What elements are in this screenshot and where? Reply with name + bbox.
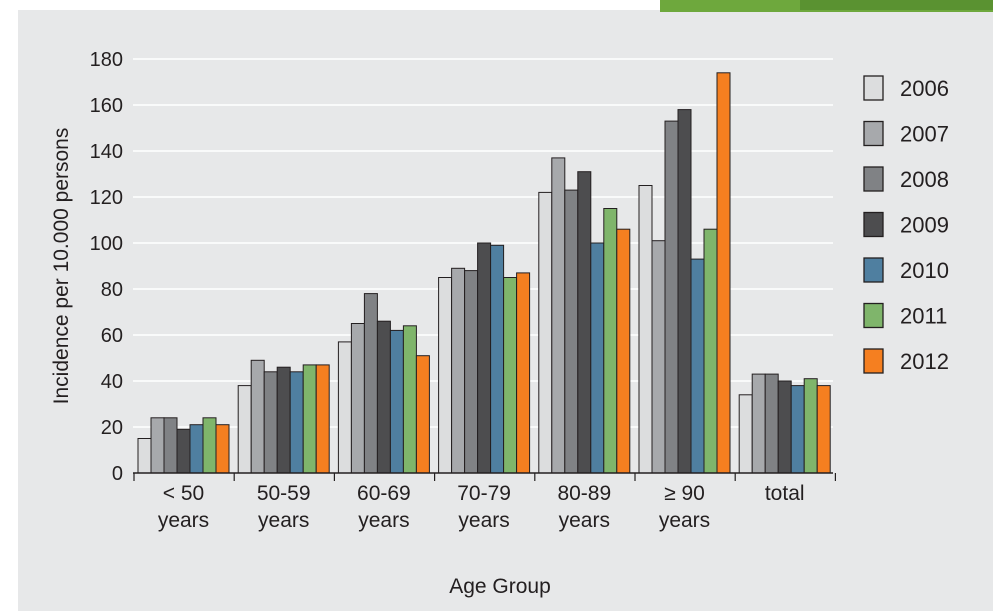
legend-swatch-2012 <box>863 348 884 374</box>
legend-label: 2010 <box>900 258 949 283</box>
bar-2012-cat-4 <box>616 228 631 474</box>
x-category-label: total <box>765 482 805 505</box>
bar-2009-cat-6 <box>777 380 792 474</box>
bar-2012-cat-6 <box>816 385 831 474</box>
y-tick-label: 40 <box>101 371 123 393</box>
bar-2009-cat-5 <box>677 109 692 474</box>
bar-2009-cat-2 <box>376 320 391 474</box>
bar-2008-cat-1 <box>263 371 278 474</box>
bar-2012-cat-0 <box>215 424 230 474</box>
bar-2011-cat-2 <box>402 325 417 474</box>
legend: 2006 2007 2008 2009 2010 2011 2012 <box>863 75 949 374</box>
x-category-label: 60-69 <box>357 482 411 505</box>
y-axis-title: Incidence per 10.000 persons <box>50 128 73 405</box>
bar-2012-cat-2 <box>415 355 430 474</box>
bar-2008-cat-6 <box>764 373 779 474</box>
bar-2011-cat-1 <box>302 364 317 474</box>
x-category-label: years <box>659 509 710 532</box>
legend-label: 2008 <box>900 167 949 192</box>
bar-2010-cat-1 <box>289 371 304 474</box>
bar-2006-cat-4 <box>538 191 553 474</box>
bar-2007-cat-2 <box>350 323 365 474</box>
bar-2007-cat-6 <box>751 373 766 474</box>
bar-2010-cat-2 <box>389 329 404 474</box>
x-category-labels: < 50 years 50-59 years 60-69 years 70-79 years 8… <box>158 482 805 532</box>
axes <box>133 472 837 481</box>
bar-2011-cat-3 <box>503 277 518 474</box>
y-tick-label: 100 <box>90 233 123 255</box>
bar-2012-cat-3 <box>516 272 531 474</box>
bar-2007-cat-3 <box>451 267 466 474</box>
bar-2011-cat-6 <box>803 378 818 474</box>
x-category-label: years <box>158 509 209 532</box>
bar-2006-cat-5 <box>638 185 653 474</box>
legend-label: 2007 <box>900 122 949 147</box>
legend-swatch-2010 <box>863 257 884 283</box>
legend-label: 2011 <box>900 304 947 329</box>
x-category-label: years <box>258 509 309 532</box>
x-axis-title: Age Group <box>449 575 551 598</box>
y-tick-label: 140 <box>90 141 123 163</box>
legend-label: 2006 <box>900 76 949 101</box>
bar-2007-cat-4 <box>551 157 566 474</box>
bar-2009-cat-4 <box>577 171 592 474</box>
x-category-label: ≥ 90 <box>664 482 705 505</box>
x-category-label: < 50 <box>163 482 204 505</box>
bar-2012-cat-1 <box>315 364 330 474</box>
bar-2011-cat-5 <box>703 228 718 474</box>
bar-2010-cat-3 <box>490 244 505 474</box>
legend-swatch-2011 <box>863 302 884 329</box>
bar-2011-cat-0 <box>202 417 217 474</box>
corner-decoration-dark <box>800 0 993 10</box>
y-tick-label: 180 <box>90 49 123 71</box>
y-tick-label: 60 <box>101 325 123 347</box>
x-category-label: years <box>358 509 409 532</box>
x-category-label: 80-89 <box>557 482 611 505</box>
bar-2009-cat-0 <box>176 428 191 474</box>
bar-2012-cat-5 <box>716 72 731 474</box>
x-category-label: 50-59 <box>257 482 311 505</box>
legend-label: 2012 <box>900 349 949 374</box>
legend-swatch-2006 <box>863 75 884 101</box>
x-category-label: years <box>559 509 610 532</box>
bar-2006-cat-6 <box>738 394 753 474</box>
y-tick-labels: 0 20 40 60 80 100 120 140 160 180 <box>90 49 123 485</box>
bar-2007-cat-5 <box>651 240 666 474</box>
bar-2008-cat-2 <box>363 293 378 474</box>
y-tick-label: 0 <box>112 463 123 485</box>
bar-2006-cat-3 <box>438 277 453 474</box>
bar-2008-cat-0 <box>163 417 178 474</box>
bar-2010-cat-4 <box>590 242 605 474</box>
legend-swatch-2008 <box>863 166 884 192</box>
bar-2010-cat-6 <box>790 385 805 474</box>
bar-2010-cat-5 <box>690 258 705 474</box>
bar-2006-cat-0 <box>137 438 152 474</box>
bar-2010-cat-0 <box>189 424 204 474</box>
y-tick-label: 80 <box>101 279 123 301</box>
x-category-label: years <box>458 509 509 532</box>
bar-2007-cat-0 <box>150 417 165 474</box>
bar-2009-cat-3 <box>477 242 492 474</box>
legend-swatch-2007 <box>863 120 884 147</box>
bar-2006-cat-1 <box>237 385 252 474</box>
y-tick-label: 120 <box>90 187 123 209</box>
x-category-label: 70-79 <box>457 482 511 505</box>
bar-2008-cat-3 <box>464 270 479 474</box>
bar-2007-cat-1 <box>250 359 265 474</box>
bar-2008-cat-4 <box>564 189 579 474</box>
bars <box>137 72 831 474</box>
bar-2011-cat-4 <box>603 208 618 474</box>
bar-2009-cat-1 <box>276 366 291 474</box>
y-tick-label: 160 <box>90 95 123 117</box>
legend-label: 2009 <box>900 213 949 238</box>
y-tick-label: 20 <box>101 417 123 439</box>
legend-swatch-2009 <box>863 211 884 238</box>
bar-2006-cat-2 <box>337 341 352 474</box>
bar-2008-cat-5 <box>664 120 679 474</box>
